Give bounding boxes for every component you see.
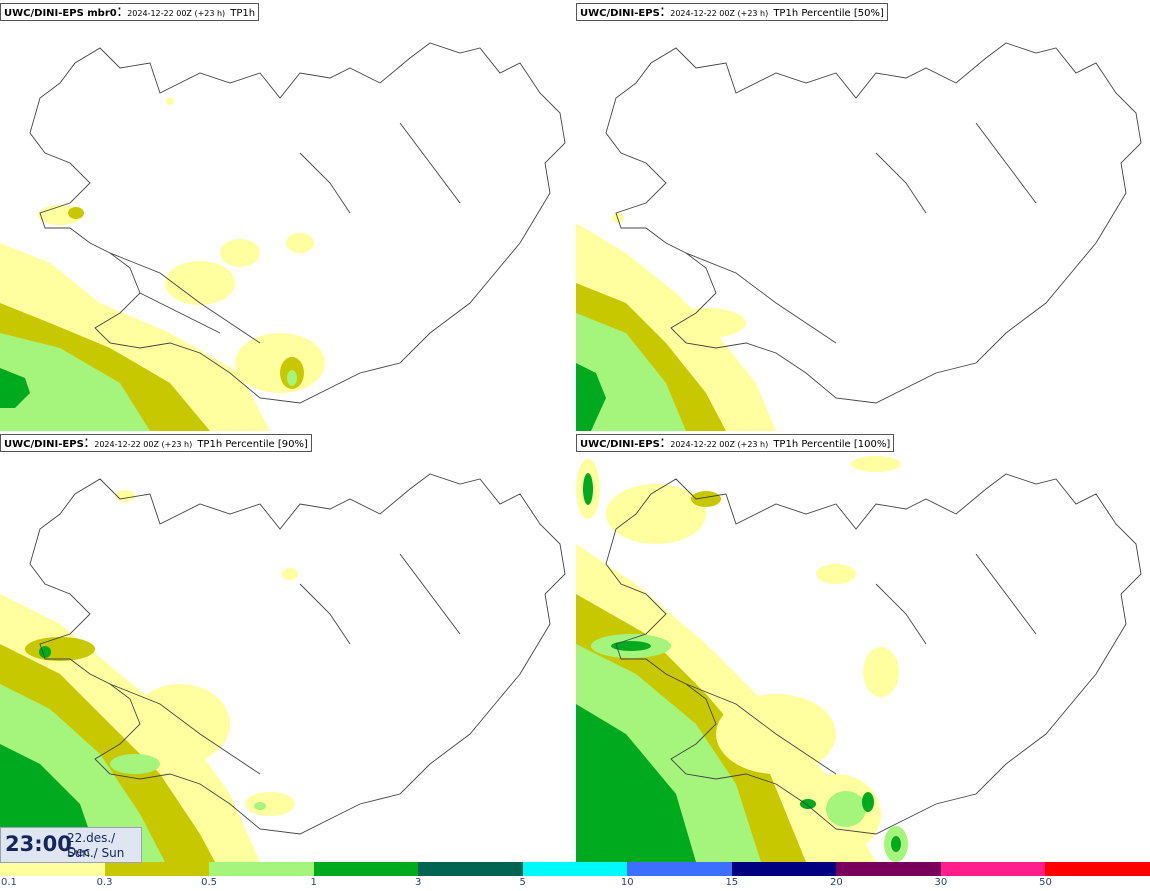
valid-hour: 23:00 — [5, 832, 72, 856]
colorbar-tick-label: 15 — [725, 877, 739, 888]
colorbar-tick-label: 0.5 — [201, 877, 218, 888]
colorbar-ticks: 0.1 0.3 0.5 1 3 5 10 15 20 30 50 — [0, 877, 1150, 891]
colorbar-swatch — [104, 862, 210, 876]
map-panel-member0: UWC/DINI-EPS mbr0: 2024-12-22 00Z (+23 h… — [0, 3, 574, 431]
colorbar-tick-label: 3 — [414, 877, 422, 888]
colorbar-tick-label: 5 — [519, 877, 526, 888]
map-panel-p50: UWC/DINI-EPS: 2024-12-22 00Z (+23 h) TP1… — [576, 3, 1150, 431]
colorbar-swatch — [313, 862, 419, 876]
iceland-outline-group — [605, 473, 1142, 835]
colorbar-swatch — [418, 862, 523, 876]
map-panel-p100: UWC/DINI-EPS: 2024-12-22 00Z (+23 h) TP1… — [576, 434, 1150, 862]
iceland-outline — [29, 42, 566, 404]
valid-time-box: 23:00 22.des./ Dec Sun./ Sun — [0, 827, 142, 863]
colorbar-tick-label: 50 — [1039, 877, 1052, 888]
precip-colorbar — [0, 862, 1150, 876]
colorbar-swatch — [836, 862, 941, 876]
precip-map — [0, 434, 574, 862]
iceland-outline — [605, 473, 1142, 835]
valid-date: 22.des./ Dec — [67, 831, 116, 859]
colorbar-swatch — [1045, 862, 1150, 876]
valid-day: Sun./ Sun — [67, 846, 125, 860]
map-panel-p90: UWC/DINI-EPS: 2024-12-22 00Z (+23 h) TP1… — [0, 434, 574, 862]
iceland-outline — [29, 473, 566, 835]
colorbar-swatch — [522, 862, 628, 876]
panel-title: UWC/DINI-EPS: 2024-12-22 00Z (+23 h) TP1… — [0, 434, 312, 452]
colorbar-tick-label: 30 — [934, 877, 948, 888]
precip-map — [576, 434, 1150, 862]
iceland-outline-group — [29, 473, 566, 835]
panel-title: UWC/DINI-EPS mbr0: 2024-12-22 00Z (+23 h… — [0, 3, 260, 21]
colorbar-tick-label: 10 — [620, 877, 634, 888]
colorbar-tick-label: 0.1 — [1, 877, 17, 888]
panel-title: UWC/DINI-EPS: 2024-12-22 00Z (+23 h) TP1… — [576, 3, 888, 21]
colorbar-tick-label: 0.3 — [96, 877, 113, 888]
panel-title: UWC/DINI-EPS: 2024-12-22 00Z (+23 h) TP1… — [576, 434, 895, 452]
iceland-outline — [605, 42, 1142, 404]
colorbar-swatch — [940, 862, 1046, 876]
colorbar-tick-label: 1 — [310, 877, 317, 888]
precip-map — [0, 3, 574, 431]
precip-map — [576, 3, 1150, 431]
colorbar-tick-label: 20 — [829, 877, 843, 888]
colorbar-swatch — [0, 862, 105, 876]
iceland-outline-group — [29, 42, 566, 404]
colorbar-swatch — [731, 862, 837, 876]
colorbar-swatch — [627, 862, 732, 876]
colorbar-swatch — [209, 862, 314, 876]
iceland-outline-group — [605, 42, 1142, 404]
